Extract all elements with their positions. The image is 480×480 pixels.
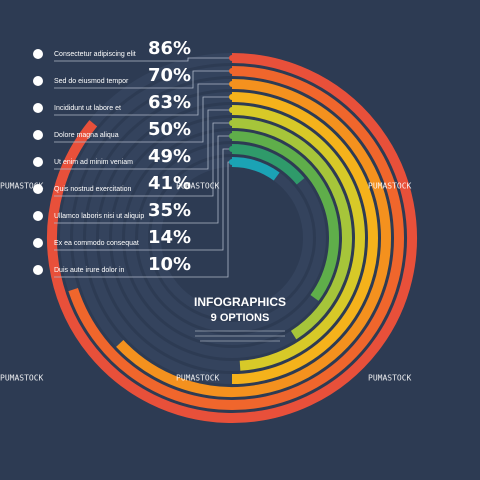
watermark: PUMASTOCK — [176, 374, 220, 383]
watermark: PUMASTOCK — [0, 374, 44, 383]
chart-title: INFOGRAPHICS — [194, 295, 286, 309]
ring-bar — [231, 118, 352, 340]
value-label: 10% — [148, 254, 191, 275]
option-label: Dolore magna aliqua — [54, 132, 119, 139]
option-label: Ullamco laboris nisi ut aliquip — [54, 213, 144, 220]
value-label: 14% — [148, 227, 191, 248]
value-label: 86% — [148, 38, 191, 59]
ring-bar — [231, 105, 365, 371]
ring-bar — [231, 92, 378, 384]
leader-line — [54, 109, 232, 170]
leader-dot — [229, 107, 235, 113]
leader-line — [54, 122, 232, 197]
icon — [33, 49, 43, 59]
value-label: 70% — [148, 65, 191, 86]
leader-line — [54, 57, 232, 62]
option-label: Sed do eiusmod tempor — [54, 78, 129, 85]
ring-bar — [116, 79, 391, 397]
value-label: 49% — [148, 146, 191, 167]
leader-line — [54, 96, 232, 143]
leader-line — [54, 135, 232, 224]
watermark: PUMASTOCK — [0, 182, 44, 191]
icon — [33, 238, 43, 248]
ring-bar — [231, 157, 280, 181]
watermark: PUMASTOCK — [368, 374, 412, 383]
icon — [33, 76, 43, 86]
leader-dot — [229, 55, 235, 61]
leader-line — [54, 148, 232, 251]
watermark: PUMASTOCK — [368, 182, 412, 191]
watermark: PUMASTOCK — [176, 182, 220, 191]
leader-line — [54, 70, 232, 89]
option-label: Ex ea commodo consequat — [54, 240, 139, 247]
icon — [33, 130, 43, 140]
leader-line — [54, 83, 232, 116]
icon — [33, 265, 43, 275]
leader-dot — [229, 94, 235, 100]
labels: Consectetur adipiscing elit 86% Sed do eiu… — [33, 38, 191, 275]
option-label: Ut enim ad minim veniam — [54, 159, 133, 166]
icon — [33, 184, 43, 194]
chart-subtitle: 9 OPTIONS — [211, 312, 270, 324]
icon — [33, 211, 43, 221]
icon — [33, 157, 43, 167]
leader-dot — [229, 146, 235, 152]
option-label: Quis nostrud exercitation — [54, 186, 132, 193]
rings — [47, 53, 417, 423]
option-label: Consectetur adipiscing elit — [54, 51, 136, 58]
ring-bar — [47, 53, 417, 423]
leaders — [54, 55, 235, 278]
value-label: 41% — [148, 173, 191, 194]
ring-bar — [231, 131, 339, 301]
icon — [33, 103, 43, 113]
value-label: 63% — [148, 92, 191, 113]
decor-lines — [195, 330, 285, 342]
leader-dot — [229, 120, 235, 126]
leader-dot — [229, 133, 235, 139]
ring-bar — [68, 66, 404, 410]
option-label: Duis aute irure dolor in — [54, 267, 125, 274]
leader-dot — [229, 68, 235, 74]
leader-dot — [229, 81, 235, 87]
option-label: Incididunt ut labore et — [54, 105, 121, 112]
value-label: 50% — [148, 119, 191, 140]
leader-dot — [229, 159, 235, 165]
ring-bar — [231, 144, 305, 185]
value-label: 35% — [148, 200, 191, 221]
